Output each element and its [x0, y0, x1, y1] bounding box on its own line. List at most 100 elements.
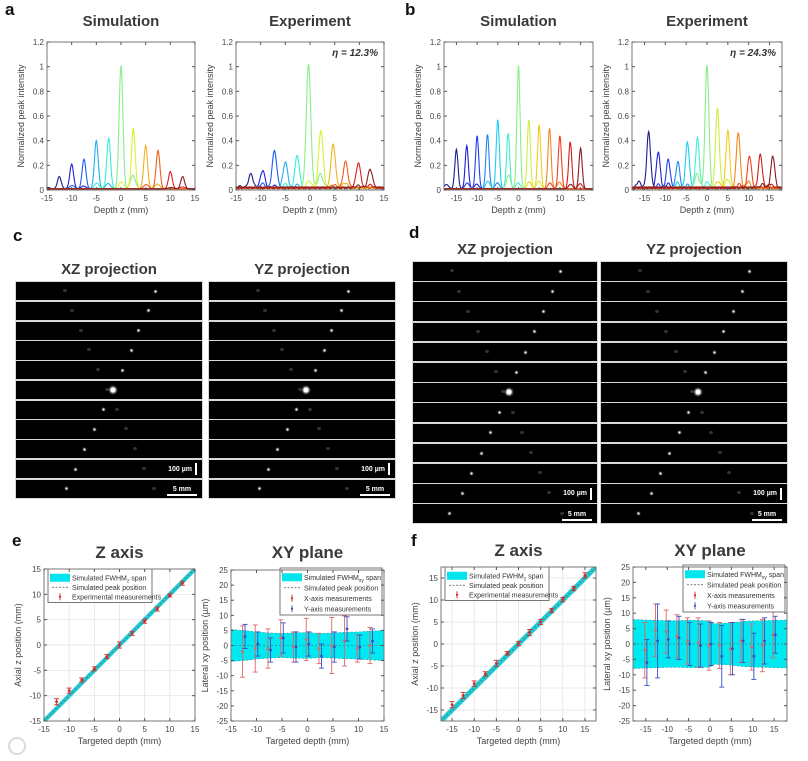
- legend-subscript: xy: [359, 578, 365, 584]
- legend-entry-label: Experimental measurements: [72, 594, 162, 601]
- x-tick-label: 15: [580, 725, 589, 734]
- data-point: [771, 633, 775, 637]
- focal-spot: [721, 329, 727, 335]
- y-tick-label: -10: [426, 684, 438, 693]
- x-tick-label: -15: [38, 725, 50, 734]
- legend-suffix: span: [767, 572, 784, 579]
- data-point: [654, 628, 657, 632]
- y-tick-label: 0.6: [430, 112, 442, 121]
- projection-image-d-xz: 100 µm 5 mm: [412, 261, 598, 524]
- chart-title-e-xy-plane: XY plane: [271, 543, 344, 562]
- data-point: [355, 647, 359, 650]
- x-tick-label: -5: [91, 725, 99, 734]
- y-tick-label: 5: [37, 616, 42, 625]
- focal-spot-faint: [538, 471, 543, 475]
- x-tick-label: -10: [468, 725, 480, 734]
- data-point: [168, 593, 172, 597]
- focal-spot-faint: [316, 427, 321, 431]
- x-tick-label: -10: [471, 194, 483, 203]
- focal-spot-faint: [749, 511, 754, 515]
- band-edge: [632, 664, 788, 669]
- data-point: [688, 642, 692, 646]
- y-axis-label: Normalized peak intensity: [205, 64, 215, 168]
- peak-curve: [631, 152, 783, 190]
- focal-spot: [293, 407, 299, 413]
- y-tick-label: 10: [32, 590, 41, 599]
- projection-strip: [413, 463, 597, 483]
- projection-strip: [413, 403, 597, 422]
- y-tick-label: 15: [219, 596, 228, 605]
- focal-spot-faint: [664, 329, 669, 333]
- x-tick-label: -5: [494, 194, 502, 203]
- legend-band-swatch: [50, 573, 70, 582]
- focal-spot: [153, 288, 158, 294]
- x-tick-label: 15: [576, 194, 585, 203]
- x-axis-label: Depth z (mm): [94, 205, 149, 215]
- legend-entry-label: Y-axis measurements: [304, 606, 372, 613]
- data-point: [294, 645, 298, 649]
- panel-label-c: c: [13, 226, 23, 245]
- data-point: [763, 639, 766, 643]
- projection-strip: [209, 361, 395, 380]
- data-point: [181, 581, 184, 585]
- data-point: [752, 654, 756, 658]
- peak-curve: [444, 124, 593, 190]
- scale-bar-vertical-label: 100 µm: [753, 490, 777, 498]
- y-tick-label: -10: [29, 692, 41, 701]
- data-point: [698, 644, 702, 647]
- projection-strip: [16, 301, 202, 321]
- focal-spot-faint: [105, 387, 110, 391]
- legend-subscript: z: [524, 576, 527, 582]
- focal-spot-faint: [142, 467, 147, 471]
- x-tick-label: -15: [640, 725, 652, 734]
- focal-spot-faint: [62, 289, 67, 293]
- legend-band-swatch: [282, 573, 302, 582]
- data-point: [707, 644, 711, 647]
- y-tick-label: 0.8: [222, 87, 234, 96]
- legend-errorbar-dot: [455, 593, 459, 596]
- focal-spot: [82, 446, 88, 452]
- data-point: [675, 634, 679, 638]
- y-tick-label: 20: [219, 581, 228, 590]
- x-tick-label: 15: [380, 194, 389, 203]
- x-tick-label: -5: [685, 725, 693, 734]
- x-tick-label: -15: [41, 194, 53, 203]
- focal-spot: [739, 289, 745, 295]
- focal-spot-faint: [718, 451, 723, 455]
- focal-spot-faint: [86, 348, 91, 352]
- y-tick-label: 0: [437, 186, 442, 195]
- projection-strip: [209, 440, 395, 459]
- legend-entry-label: Simulated FWHMxy span: [707, 572, 784, 581]
- y-tick-label: 5: [224, 626, 229, 635]
- projection-strip: 100 µm: [16, 459, 202, 479]
- focal-spot: [513, 369, 519, 375]
- focal-spot-faint: [736, 491, 741, 495]
- data-point: [279, 636, 283, 640]
- focal-spot-faint: [466, 309, 471, 313]
- y-tick-label: 1: [229, 63, 234, 72]
- data-point: [773, 633, 777, 637]
- data-point: [539, 620, 543, 624]
- legend-text: Y-axis measurements: [707, 603, 775, 610]
- y-axis-label: Normalized peak intensity: [16, 64, 26, 168]
- focal-spot: [667, 450, 673, 456]
- data-point: [645, 661, 649, 664]
- data-point: [256, 642, 260, 646]
- data-point: [155, 607, 159, 611]
- panel-label-f: f: [411, 531, 417, 550]
- data-point: [506, 651, 509, 655]
- data-point: [55, 700, 58, 704]
- projection-title-d-xz: XZ projection: [457, 241, 553, 258]
- y-tick-label: 1.2: [618, 38, 630, 47]
- focal-spot-faint: [510, 410, 515, 414]
- legend-errorbar-dot: [290, 607, 294, 610]
- data-point: [750, 645, 754, 649]
- x-tick-label: 5: [143, 194, 148, 203]
- legend-suffix: span: [526, 573, 543, 580]
- focal-spot: [747, 268, 753, 274]
- legend-text: Experimental measurements: [469, 592, 559, 599]
